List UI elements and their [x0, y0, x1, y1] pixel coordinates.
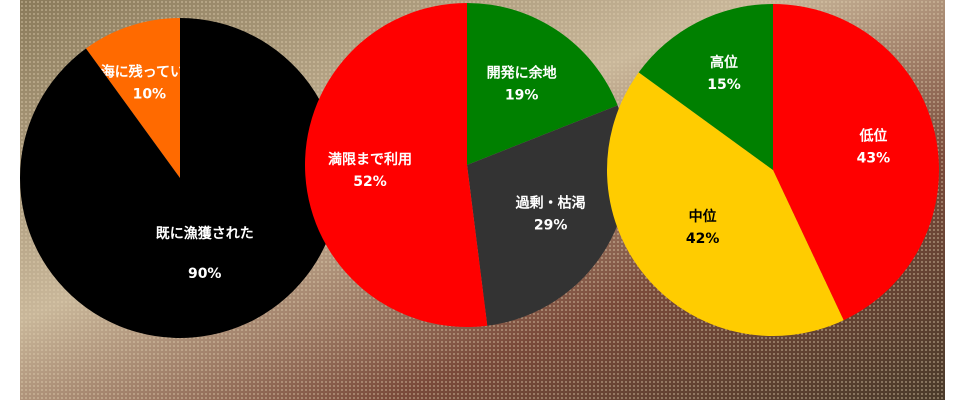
pie-slice	[638, 4, 773, 170]
pie-slice	[85, 18, 180, 178]
slice-value: 29%	[534, 217, 568, 233]
slice-label: 海に残っている	[101, 64, 198, 81]
pie-slice	[305, 3, 488, 327]
slice-value: 43%	[857, 151, 891, 167]
pie-slice	[20, 18, 341, 338]
pie-slice	[773, 4, 939, 321]
slice-label: 過剰・枯渇	[515, 194, 586, 211]
pie-slice	[467, 105, 629, 326]
slice-label: 高位	[710, 54, 738, 71]
pie-slice	[467, 3, 618, 165]
slice-value: 90%	[188, 266, 222, 282]
slice-label: 開発に余地	[487, 65, 557, 82]
slice-value: 15%	[707, 77, 741, 93]
slice-value: 19%	[505, 88, 539, 104]
pie-slice	[607, 72, 844, 336]
charts: 海に残っている 10% 既に漁獲された 90% 開発に余地 19% 過剰・枯渇 29% 満限まで…	[20, 3, 939, 338]
slice-value: 42%	[686, 231, 720, 247]
slice-value: 52%	[353, 174, 387, 190]
slice-label: 満限まで利用	[328, 151, 412, 168]
slice-label: 既に漁獲された	[156, 225, 254, 242]
slice-value: 10%	[133, 87, 167, 103]
slice-label: 低位	[858, 128, 887, 145]
slice-label: 中位	[689, 208, 717, 225]
